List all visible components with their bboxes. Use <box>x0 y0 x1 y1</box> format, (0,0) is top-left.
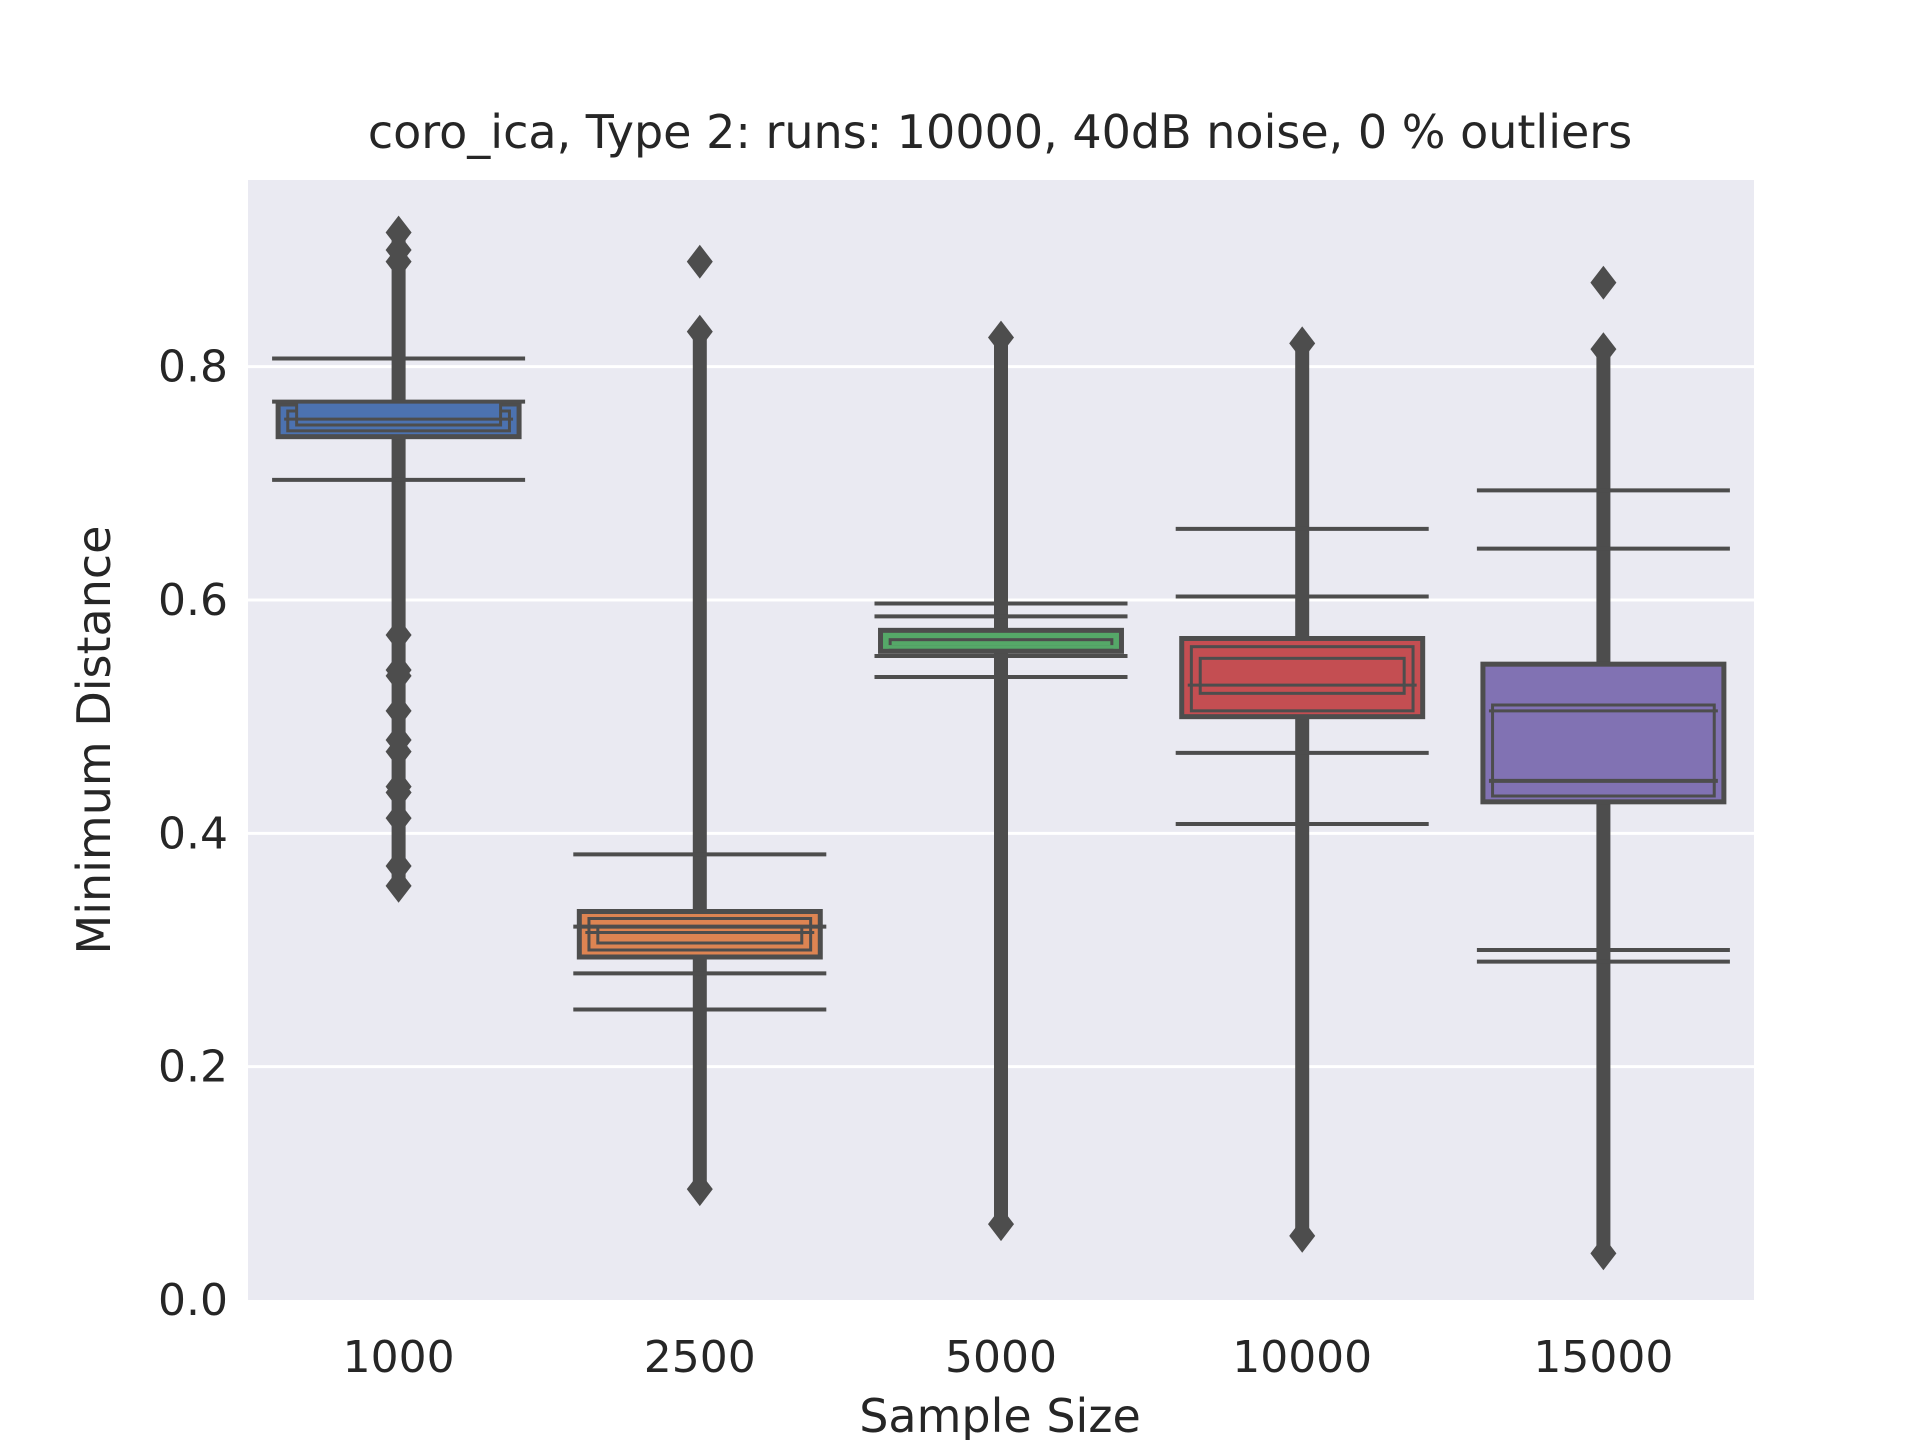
y-tick-label: 0.6 <box>158 575 228 626</box>
x-tick-label: 5000 <box>945 1332 1057 1383</box>
outlier-marker <box>1289 326 1316 361</box>
box-group <box>1175 326 1429 1253</box>
outlier-marker <box>385 653 412 687</box>
outlier-marker <box>1590 332 1617 367</box>
box-group <box>1476 265 1730 1271</box>
outlier-marker <box>385 769 412 804</box>
x-tick-labels: 1000 2500 5000 10000 15000 <box>343 1332 1674 1383</box>
outlier-marker <box>385 244 412 279</box>
outlier-marker <box>1289 1218 1316 1253</box>
outlier-marker <box>1590 265 1617 300</box>
outlier-marker <box>686 244 713 279</box>
x-axis-label: Sample Size <box>859 1389 1141 1440</box>
chart-marks <box>272 215 1730 1271</box>
x-tick-label: 15000 <box>1533 1332 1673 1383</box>
outlier-marker <box>686 1172 713 1207</box>
y-axis-label: Minimum Distance <box>67 526 121 955</box>
outlier-marker <box>1590 1236 1617 1271</box>
y-tick-label: 0.0 <box>158 1275 228 1326</box>
box-group <box>874 320 1128 1242</box>
outlier-marker <box>385 868 412 903</box>
box-group <box>272 215 526 903</box>
outlier-marker <box>385 801 412 836</box>
y-tick-labels: 0.0 0.2 0.4 0.6 0.8 <box>158 342 228 1326</box>
y-tick-label: 0.8 <box>158 342 228 393</box>
x-tick-label: 2500 <box>644 1332 756 1383</box>
box-level <box>1198 656 1406 695</box>
box-level <box>596 925 804 945</box>
box-level <box>295 400 503 427</box>
chart-title: coro_ica, Type 2: runs: 10000, 40dB nois… <box>368 105 1632 159</box>
x-tick-label: 1000 <box>343 1332 455 1383</box>
outlier-column <box>692 331 707 1190</box>
outlier-marker <box>385 849 412 883</box>
y-tick-label: 0.4 <box>158 808 228 859</box>
outlier-column <box>1295 343 1310 1236</box>
outlier-marker <box>385 723 412 757</box>
outlier-marker <box>385 215 412 250</box>
outlier-marker <box>988 320 1014 355</box>
outlier-marker <box>686 314 713 349</box>
outlier-marker <box>385 618 412 652</box>
x-tick-label: 10000 <box>1232 1332 1372 1383</box>
outlier-column <box>994 337 1008 1225</box>
box-group <box>573 244 827 1207</box>
outlier-marker <box>988 1207 1014 1242</box>
outlier-marker <box>385 693 412 728</box>
y-tick-label: 0.2 <box>158 1042 228 1093</box>
